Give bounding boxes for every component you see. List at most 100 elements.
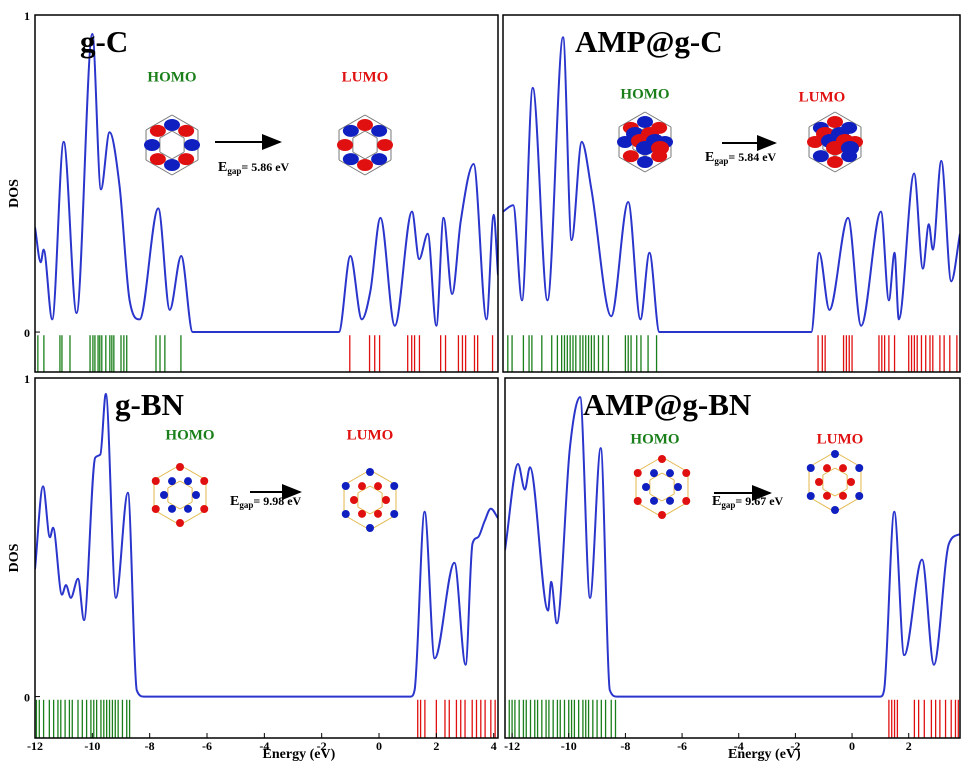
molecule-orbital [807,450,863,514]
orbital-lobe [666,469,674,477]
orbital-lobe [144,139,160,151]
orbital-lobe [839,464,847,472]
lumo-label: LUMO [347,427,394,443]
orbital-lobe [650,497,658,505]
energy-gap: Egap= 5.84 eV [705,150,777,166]
molecule-orbital [807,112,863,172]
orbital-lobe [150,125,166,137]
dos-curve [505,397,960,696]
orbital-lobe [337,139,353,151]
orbital-lobe [813,150,829,162]
orbital-lobe [658,511,666,519]
orbital-lobe [682,497,690,505]
orbital-lobe [343,153,359,165]
orbital-lobe [168,505,176,513]
orbital-lobe [150,153,166,165]
plot-area [35,394,498,738]
figure: 01DOSg-CHOMOLUMOEgap= 5.86 eVAMP@g-CHOMO… [0,0,961,765]
orbital-lobe [831,450,839,458]
orbital-lobe [184,477,192,485]
panel-frame [503,15,960,372]
x-tick-label: -8 [620,739,630,753]
x-tick-label: 2 [433,739,439,753]
gap-symbol: E [705,150,714,165]
x-tick-label: -10 [84,739,100,753]
y-axis-label: DOS [7,179,22,208]
x-tick-label: -12 [504,739,520,753]
panel-frame [35,15,498,372]
orbital-lobe [371,153,387,165]
orbital-lobe [342,510,350,518]
homo-label: HOMO [630,431,679,447]
orbital-lobe [374,510,382,518]
x-tick-label: 0 [849,739,855,753]
molecule-orbital [617,112,673,172]
orbital-lobe [176,463,184,471]
x-tick-label: -12 [27,739,43,753]
orbital-lobe [823,492,831,500]
orbital-lobe [184,505,192,513]
orbital-lobe [164,119,180,131]
gap-value: = 9.67 eV [735,494,783,508]
orbital-lobe [634,497,642,505]
y-tick-label: 0 [24,690,30,704]
orbital-lobe [831,506,839,514]
orbital-lobe [357,159,373,171]
plot-area [505,397,960,738]
orbital-lobe [682,469,690,477]
gap-symbol: E [230,494,239,509]
energy-gap: Egap= 9.67 eV [712,494,784,510]
orbital-lobe [807,492,815,500]
gap-subscript: gap [227,166,241,176]
lumo-label: LUMO [817,431,864,447]
orbital-lobe [358,510,366,518]
orbital-lobe [164,159,180,171]
dos-curve [503,37,960,332]
orbital-lobe [650,469,658,477]
gap-value: = 9.98 eV [253,494,301,508]
x-axis-label: Energy (eV) [728,747,801,762]
orbital-lobe [815,478,823,486]
dos-curve [35,34,498,332]
x-tick-label: -6 [677,739,687,753]
x-tick-label: -6 [202,739,212,753]
orbital-lobe [855,464,863,472]
gap-subscript: gap [239,500,253,510]
y-tick-label: 0 [24,326,30,340]
panel-frame [505,378,960,738]
x-tick-label: 0 [376,739,382,753]
panel-title: AMP@g-C [575,24,723,59]
panel-title: AMP@g-BN [583,387,751,422]
orbital-lobe [366,524,374,532]
y-tick-label: 1 [24,372,30,386]
molecule-orbital [342,468,398,532]
orbital-lobe [674,483,682,491]
orbital-lobe [358,482,366,490]
plot-area [35,34,498,372]
orbital-lobe [823,464,831,472]
orbital-lobe [807,464,815,472]
page: {"chart_data": [ {"type": "line", "title… [0,0,961,765]
y-axis-label: DOS [7,543,22,572]
orbital-lobe [827,116,843,128]
orbital-lobe [152,477,160,485]
lumo-label: LUMO [799,89,846,105]
gap-symbol: E [712,494,721,509]
orbital-lobe [176,519,184,527]
molecule-orbital [144,115,200,175]
orbital-lobe [841,141,859,155]
orbital-lobe [847,478,855,486]
orbital-lobe [168,477,176,485]
orbital-lobe [152,505,160,513]
dos-curve [35,394,498,697]
orbital-lobe [200,505,208,513]
x-tick-label: 2 [906,739,912,753]
homo-label: HOMO [620,86,669,102]
orbital-lobe [658,455,666,463]
homo-label: HOMO [165,427,214,443]
x-axis-label: Energy (eV) [263,747,336,762]
panel-title: g-C [80,24,128,59]
gap-subscript: gap [714,156,728,166]
orbital-lobe [651,141,669,155]
x-tick-label: -8 [145,739,155,753]
